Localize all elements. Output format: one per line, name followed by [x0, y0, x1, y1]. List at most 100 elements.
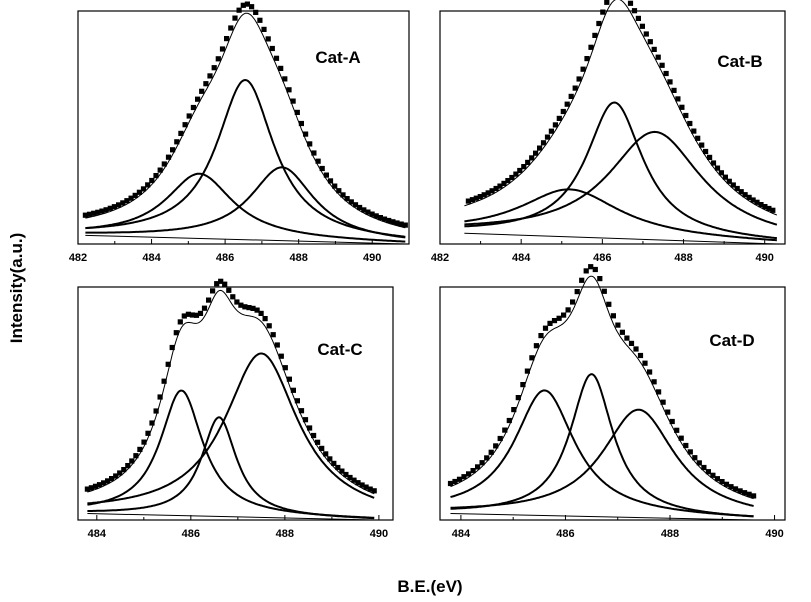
fit-component-cat-d-1	[450, 389, 754, 518]
fit-envelope-cat-c	[87, 289, 375, 495]
data-point-cat-c	[222, 281, 228, 287]
data-point-cat-c	[331, 460, 337, 466]
data-point-cat-b	[552, 122, 558, 128]
x-tick-label-cat-c-490: 490	[370, 528, 388, 540]
data-point-cat-a	[303, 131, 309, 137]
data-point-cat-d	[637, 352, 644, 359]
data-point-cat-c	[274, 342, 280, 348]
data-point-cat-d	[674, 427, 680, 433]
data-point-cat-a	[273, 55, 280, 61]
data-point-cat-b	[683, 112, 689, 119]
data-point-cat-b	[766, 205, 772, 212]
panel-cat-a: 482 484 486 488 490 Cat-A	[69, 1, 410, 264]
data-point-cat-b	[695, 135, 701, 141]
data-point-cat-d	[656, 389, 662, 395]
data-point-cat-c	[343, 471, 349, 478]
data-point-cat-c	[121, 467, 127, 473]
data-point-cat-b	[485, 190, 491, 196]
data-point-cat-b	[576, 76, 582, 82]
data-point-cat-b	[513, 171, 519, 177]
data-point-cat-c	[125, 463, 131, 469]
data-point-cat-c	[145, 430, 151, 436]
data-point-cat-b	[651, 46, 657, 52]
data-point-cat-c	[101, 480, 107, 486]
data-point-cat-a	[120, 200, 126, 206]
data-point-cat-a	[174, 139, 180, 145]
data-point-cat-c	[339, 468, 345, 474]
data-point-cat-d	[565, 307, 571, 313]
x-tick-label-cat-b-486: 486	[593, 252, 611, 264]
data-point-cat-c	[189, 312, 195, 318]
plot-frame-cat-a	[77, 10, 410, 245]
fit-component-cat-a-3	[85, 166, 406, 239]
data-point-cat-b	[770, 207, 776, 213]
data-point-cat-a	[244, 1, 250, 7]
data-point-cat-c	[242, 304, 248, 310]
data-point-cat-d	[583, 268, 589, 274]
data-point-cat-a	[311, 150, 317, 156]
x-tick-label-cat-d-488: 488	[661, 528, 679, 540]
data-point-cat-d	[732, 486, 739, 492]
data-point-cat-d	[592, 266, 598, 273]
panel-title-cat-d: Cat-D	[709, 331, 754, 350]
data-point-cat-a	[377, 215, 383, 221]
data-point-cat-a	[219, 46, 226, 52]
data-point-cat-c	[173, 330, 179, 336]
data-point-cat-b	[469, 197, 475, 203]
data-point-cat-b	[635, 15, 641, 21]
data-point-cat-a	[319, 165, 325, 172]
data-point-cat-d	[547, 320, 553, 326]
baseline-cat-a	[85, 234, 406, 245]
fit-component-cat-a-2	[85, 78, 406, 238]
x-tick-label-cat-b-482: 482	[431, 252, 449, 264]
data-point-cat-d	[633, 346, 639, 352]
data-point-cat-d	[466, 471, 472, 477]
data-point-cat-a	[357, 204, 363, 211]
data-point-cat-d	[533, 343, 539, 349]
fit-component-cat-c-3	[87, 352, 375, 505]
data-point-cat-b	[497, 183, 503, 189]
data-point-cat-b	[738, 189, 744, 195]
fit-component-cat-b-2	[464, 101, 777, 240]
data-point-cat-a	[265, 36, 271, 42]
data-point-cat-c	[197, 310, 204, 316]
data-point-cat-b	[742, 192, 748, 198]
x-tick-label-cat-b-488: 488	[674, 252, 692, 264]
x-tick-label-cat-b-484: 484	[512, 252, 531, 264]
panel-title-cat-c: Cat-C	[317, 340, 362, 359]
data-point-cat-a	[253, 9, 259, 15]
data-point-cat-b	[560, 108, 566, 115]
data-point-cat-b	[703, 148, 709, 155]
data-point-cat-c	[307, 425, 313, 431]
baseline-cat-d	[450, 513, 754, 521]
data-point-cat-d	[642, 360, 648, 366]
data-point-cat-a	[369, 211, 375, 217]
data-point-cat-d	[606, 301, 612, 307]
data-point-cat-b	[746, 194, 752, 200]
data-point-cat-a	[124, 198, 130, 204]
data-point-cat-b	[699, 142, 705, 148]
data-point-cat-d	[678, 435, 684, 441]
data-point-cat-c	[105, 478, 111, 484]
data-point-cat-a	[278, 65, 284, 71]
data-point-cat-b	[572, 85, 578, 91]
data-point-cat-c	[157, 394, 163, 400]
data-point-cat-a	[394, 220, 400, 226]
data-point-cat-b	[675, 96, 681, 102]
data-point-cat-d	[470, 468, 476, 474]
data-point-cat-d	[570, 299, 576, 305]
data-point-cat-a	[86, 211, 93, 217]
data-point-cat-b	[505, 178, 511, 184]
fit-envelope-cat-d	[450, 275, 754, 500]
data-point-cat-b	[655, 54, 661, 60]
data-point-cat-d	[488, 449, 494, 455]
data-point-cat-a	[157, 167, 163, 173]
data-point-cat-b	[762, 204, 768, 210]
data-point-cat-a	[186, 113, 192, 119]
data-point-cat-a	[199, 88, 205, 94]
data-point-cat-d	[538, 333, 544, 339]
data-point-cat-a	[140, 186, 147, 192]
data-point-cat-a	[361, 207, 367, 213]
data-point-cat-c	[359, 482, 365, 488]
data-point-cat-d	[714, 476, 720, 482]
